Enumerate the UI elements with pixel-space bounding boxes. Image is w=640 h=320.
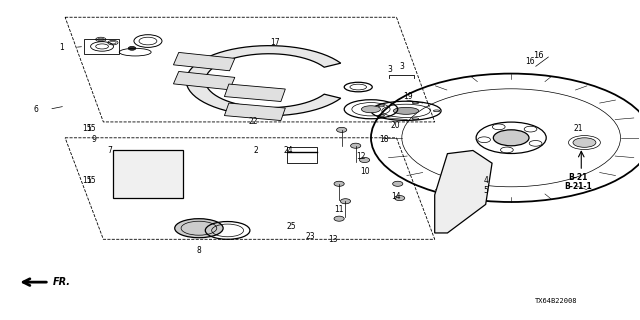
Text: 1: 1 [60, 43, 64, 52]
Ellipse shape [524, 126, 537, 132]
Ellipse shape [128, 46, 136, 50]
Text: 16: 16 [532, 51, 543, 60]
Ellipse shape [175, 219, 223, 238]
Text: 17: 17 [271, 38, 280, 47]
Text: 20: 20 [390, 121, 400, 130]
Bar [84, 39, 119, 54]
Ellipse shape [394, 196, 404, 201]
Text: 24: 24 [284, 146, 293, 155]
Ellipse shape [340, 199, 351, 204]
Polygon shape [435, 150, 492, 233]
Text: 7: 7 [108, 146, 112, 155]
Text: 15: 15 [83, 124, 92, 133]
Polygon shape [173, 52, 235, 71]
Ellipse shape [493, 130, 529, 146]
Text: 22: 22 [248, 117, 258, 126]
Polygon shape [225, 103, 285, 121]
Text: 5: 5 [483, 186, 488, 195]
Text: 19: 19 [403, 92, 413, 101]
Ellipse shape [337, 127, 347, 132]
Ellipse shape [360, 157, 370, 163]
Ellipse shape [130, 157, 166, 169]
Text: 12: 12 [356, 152, 366, 161]
Text: 3: 3 [388, 65, 392, 74]
Text: 13: 13 [328, 235, 337, 244]
Ellipse shape [394, 107, 419, 114]
Text: 8: 8 [196, 246, 202, 255]
Bar [287, 147, 317, 163]
Text: B-21: B-21 [568, 173, 588, 182]
Polygon shape [113, 150, 183, 198]
Text: FR.: FR. [52, 277, 70, 287]
Text: B-21-1: B-21-1 [564, 182, 592, 191]
Ellipse shape [492, 124, 505, 130]
Polygon shape [173, 71, 235, 90]
Text: 11: 11 [334, 205, 344, 214]
Ellipse shape [351, 143, 361, 148]
Text: 10: 10 [360, 167, 369, 176]
Text: 23: 23 [306, 232, 316, 241]
Ellipse shape [130, 180, 166, 191]
Ellipse shape [334, 216, 344, 221]
Text: 6: 6 [34, 105, 39, 114]
Text: 4: 4 [483, 176, 488, 185]
Text: TX64B22008: TX64B22008 [534, 298, 577, 304]
Text: 15: 15 [86, 124, 95, 133]
Text: 14: 14 [392, 192, 401, 201]
Polygon shape [186, 46, 340, 116]
Ellipse shape [334, 181, 344, 186]
Text: 25: 25 [287, 222, 296, 231]
Ellipse shape [573, 138, 596, 147]
Ellipse shape [477, 137, 490, 143]
Ellipse shape [362, 106, 381, 113]
Text: 21: 21 [573, 124, 583, 133]
Ellipse shape [529, 140, 542, 146]
Ellipse shape [393, 181, 403, 186]
Ellipse shape [500, 147, 513, 153]
Text: 15: 15 [86, 176, 95, 185]
Text: 2: 2 [254, 146, 259, 155]
Text: 18: 18 [379, 135, 388, 144]
Polygon shape [225, 84, 285, 101]
Text: 3: 3 [399, 62, 404, 71]
Text: 15: 15 [83, 176, 92, 185]
Text: 16: 16 [525, 57, 535, 66]
Text: 9: 9 [92, 135, 96, 144]
